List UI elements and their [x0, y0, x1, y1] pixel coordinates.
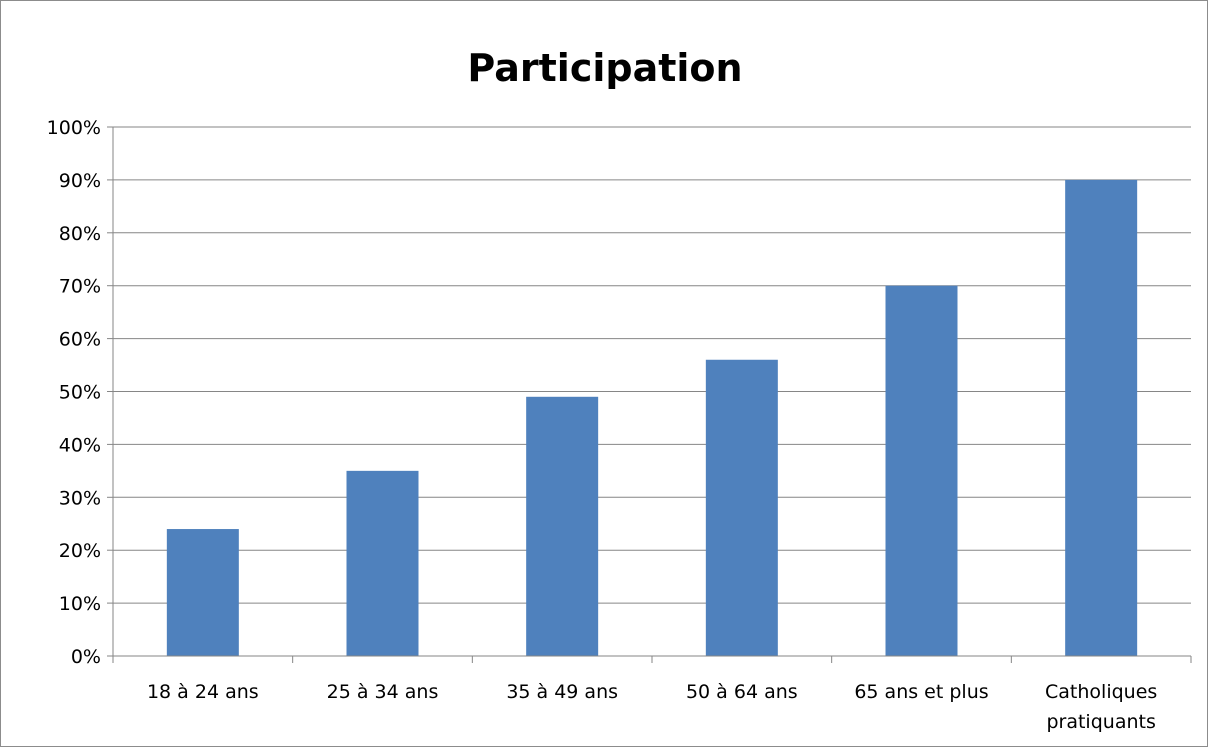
x-category-label: 18 à 24 ans: [147, 681, 259, 703]
gridlines: [113, 126, 1191, 604]
bar: [346, 470, 419, 656]
y-tick-label: 50%: [59, 382, 101, 404]
bars: [166, 179, 1138, 656]
y-tick-label: 0%: [71, 646, 101, 668]
y-tick-label: 10%: [59, 593, 101, 615]
bar: [705, 359, 778, 656]
bar: [885, 285, 958, 656]
x-category-label: 25 à 34 ans: [327, 681, 439, 703]
y-tick-label: 100%: [47, 117, 101, 139]
bar: [166, 529, 239, 656]
chart-title: Participation: [467, 46, 742, 90]
x-category-label: 50 à 64 ans: [686, 681, 798, 703]
axes: [107, 126, 1192, 663]
y-tick-label: 30%: [59, 487, 101, 509]
y-tick-label: 80%: [59, 223, 101, 245]
y-tick-label: 70%: [59, 276, 101, 298]
bar: [1065, 179, 1138, 656]
x-category-label: 65 ans et plus: [854, 681, 988, 703]
x-category-label: 35 à 49 ans: [506, 681, 618, 703]
x-category-label: Catholiques pratiquants: [1045, 681, 1157, 733]
y-tick-label: 20%: [59, 540, 101, 562]
x-axis-category-labels: 18 à 24 ans 25 à 34 ans 35 à 49 ans 50 à 64…: [147, 681, 1157, 733]
y-tick-label: 60%: [59, 329, 101, 351]
y-axis-tick-labels: 0% 10% 20% 30% 40% 50% 60% 70% 80% 90% 100%: [47, 117, 101, 668]
y-tick-label: 40%: [59, 434, 101, 456]
y-tick-label: 90%: [59, 170, 101, 192]
bar: [526, 396, 599, 656]
